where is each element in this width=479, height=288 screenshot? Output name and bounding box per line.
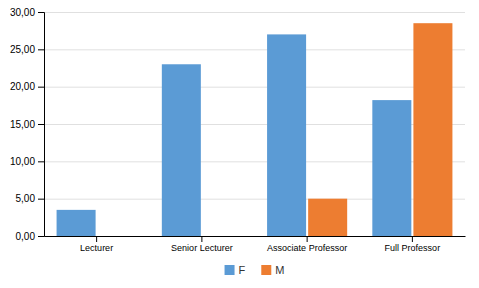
x-axis: Lecturer Senior Lecturer Associate Profess…	[45, 236, 466, 253]
bar	[413, 23, 452, 236]
grid-tick	[44, 12, 465, 13]
bar-series	[57, 34, 412, 236]
legend: FM	[225, 264, 285, 276]
y-tick-label: 15,00	[10, 119, 35, 130]
y-tick-label: 20,00	[10, 81, 35, 92]
y-tick-label: 10,00	[10, 156, 35, 167]
x-tick-mark	[412, 236, 413, 242]
legend-item: M	[261, 264, 284, 276]
bar	[372, 100, 411, 236]
bars	[57, 23, 453, 236]
x-tick-label: Senior Lecturer	[171, 243, 233, 253]
grid-line	[44, 236, 465, 237]
bar	[203, 236, 242, 237]
legend-swatch	[261, 265, 271, 275]
y-tick-mark	[38, 161, 44, 162]
y-axis-line	[38, 13, 45, 237]
x-tick: Full Professor	[385, 236, 441, 253]
y-tick-mark	[38, 49, 44, 50]
legend-label: M	[275, 264, 284, 276]
x-tick-mark	[96, 236, 97, 242]
y-tick-mark	[38, 87, 44, 88]
y-tick: 20,00	[10, 81, 44, 92]
legend-item: F	[225, 264, 246, 276]
x-tick-label: Lecturer	[80, 243, 113, 253]
bar	[57, 210, 96, 236]
y-tick-mark	[38, 199, 44, 200]
grid-tick	[44, 87, 465, 88]
x-tick: Lecturer	[80, 236, 113, 253]
legend-label: F	[239, 264, 246, 276]
y-tick-mark	[38, 12, 44, 13]
bar-series	[308, 23, 452, 236]
plot-area: 0,00 5,00 10,00 15,00 20,00 25,00 30,00 Lecture…	[10, 7, 466, 254]
bar	[308, 199, 347, 236]
bar	[98, 236, 137, 237]
grid-tick	[44, 236, 465, 237]
y-tick-mark	[38, 236, 44, 237]
grid-tick	[44, 49, 465, 50]
y-tick-label: 5,00	[16, 193, 36, 204]
y-tick: 5,00	[16, 193, 44, 204]
legend-swatch	[225, 265, 235, 275]
grid-line	[44, 87, 465, 88]
y-tick: 25,00	[10, 44, 44, 55]
y-tick-label: 30,00	[10, 7, 35, 18]
y-tick: 30,00	[10, 7, 44, 18]
y-tick: 15,00	[10, 119, 44, 130]
grid-line	[44, 49, 465, 50]
x-tick: Associate Professor	[267, 236, 347, 253]
x-tick-mark	[307, 236, 308, 242]
grid-line	[44, 12, 465, 13]
bar	[267, 34, 306, 236]
x-tick-label: Full Professor	[385, 243, 441, 253]
y-tick-label: 0,00	[16, 231, 36, 242]
x-axis-line	[45, 236, 466, 237]
grid	[44, 13, 465, 237]
chart: 0,00 5,00 10,00 15,00 20,00 25,00 30,00 Lecture…	[0, 0, 479, 288]
y-tick-label: 25,00	[10, 44, 35, 55]
y-tick: 0,00	[16, 231, 44, 242]
y-tick-mark	[38, 124, 44, 125]
y-axis: 0,00 5,00 10,00 15,00 20,00 25,00 30,00	[10, 7, 45, 242]
x-tick-label: Associate Professor	[267, 243, 347, 253]
bar	[162, 64, 201, 236]
y-tick: 10,00	[10, 156, 44, 167]
x-tick: Senior Lecturer	[171, 236, 233, 253]
x-tick-mark	[201, 236, 202, 242]
